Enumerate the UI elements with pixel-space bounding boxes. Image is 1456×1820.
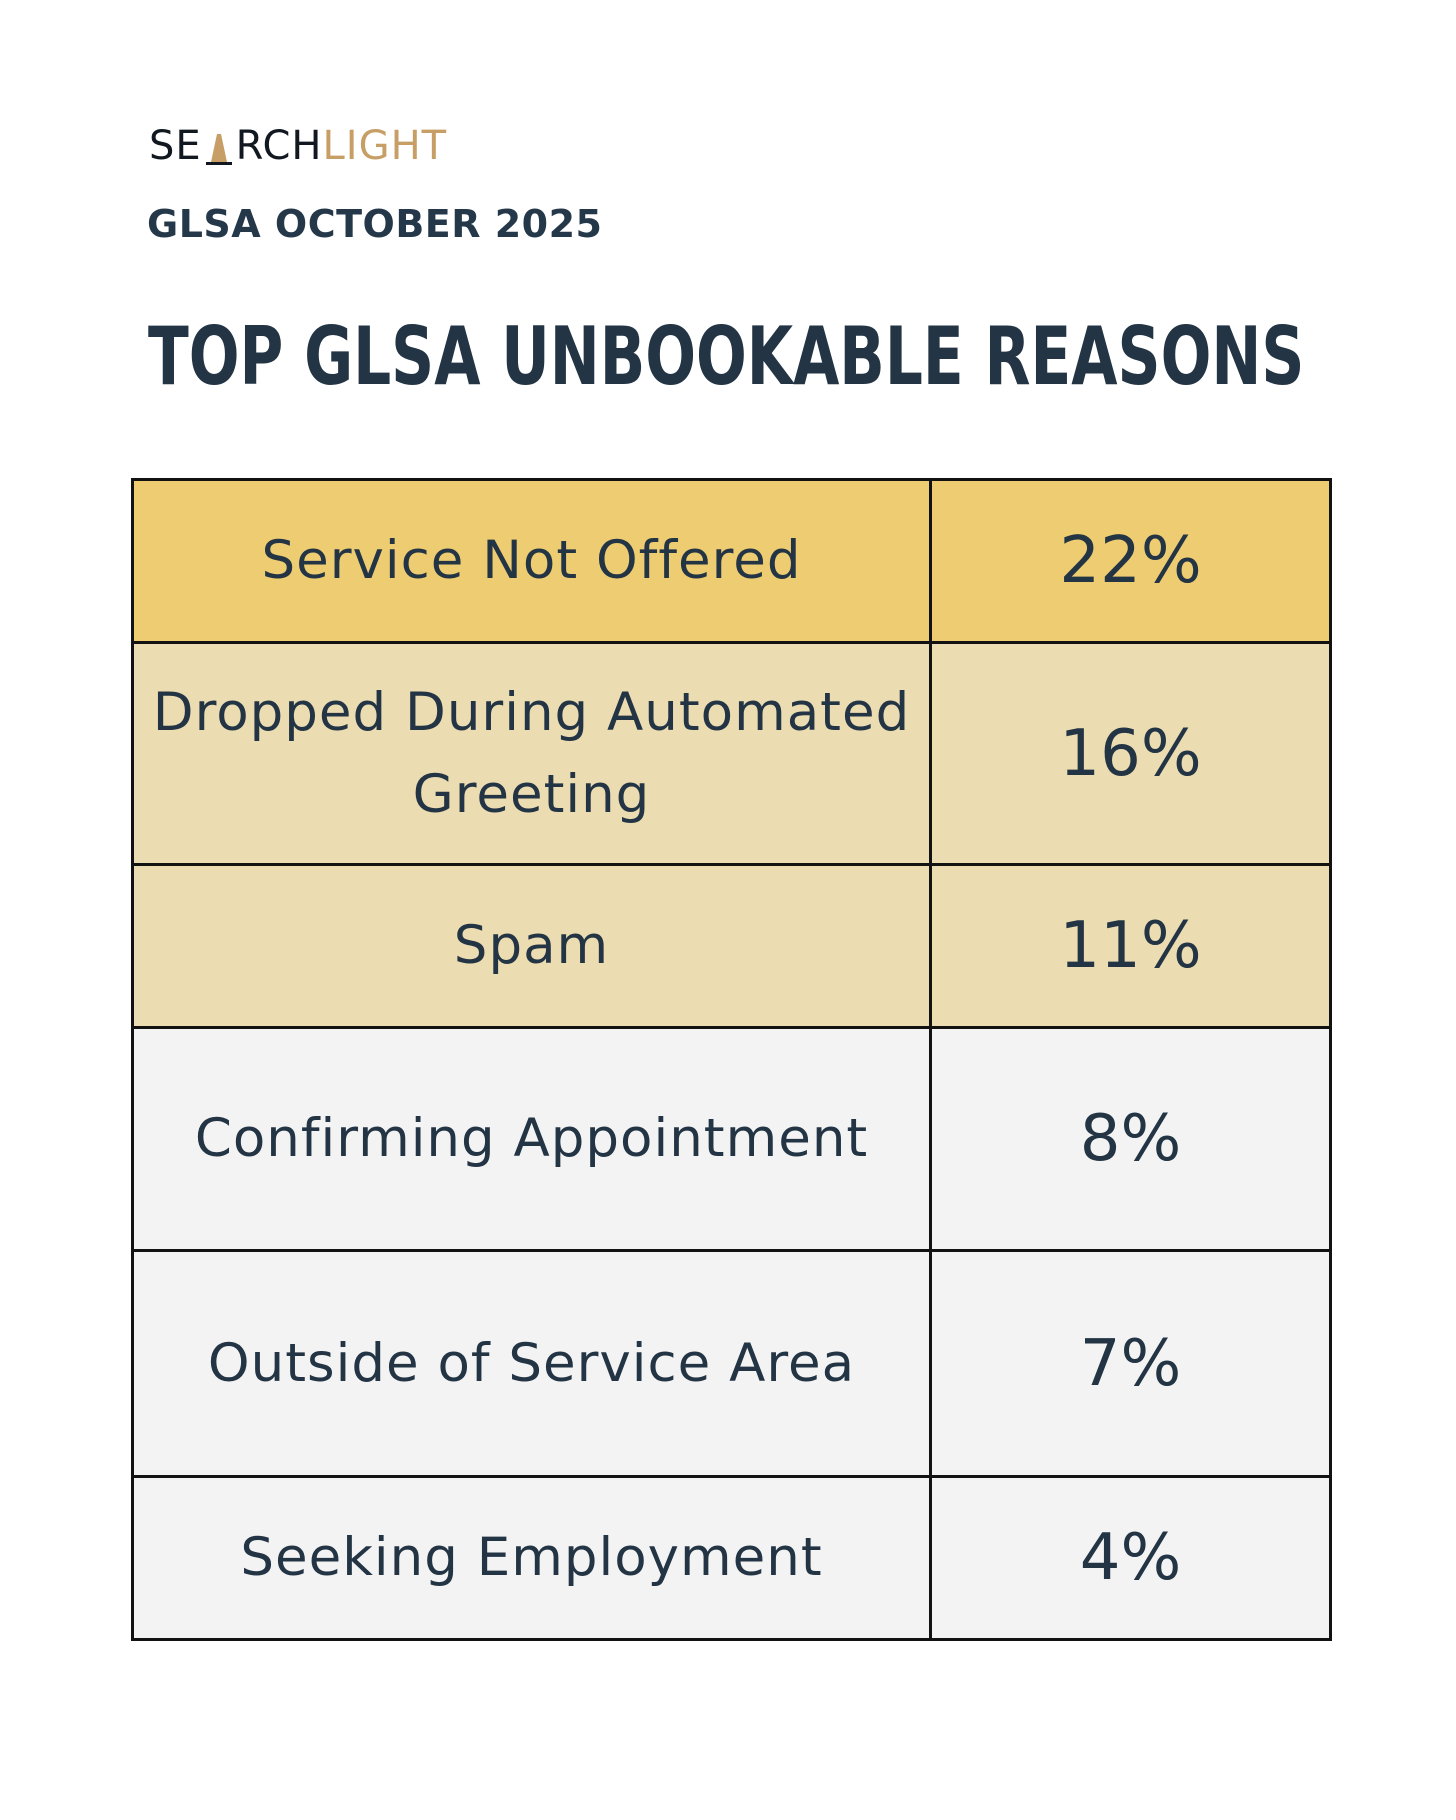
percentage-cell: 11% [929,863,1332,1029]
table-row: Confirming Appointment 8% [131,1026,1332,1252]
reasons-table-container: Service Not Offered 22% Dropped During A… [131,478,1332,1641]
table-row: Outside of Service Area 7% [131,1249,1332,1478]
lighthouse-beam-icon [202,126,236,166]
reason-cell: Service Not Offered [131,478,932,644]
table-row: Dropped During Automated Greeting 16% [131,641,1332,866]
reason-cell: Outside of Service Area [131,1249,932,1478]
table-row: Service Not Offered 22% [131,478,1332,644]
page-title: TOP GLSA UNBOOKABLE REASONS [148,310,1305,403]
report-subtitle: GLSA OCTOBER 2025 [147,202,603,246]
percentage-cell: 8% [929,1026,1332,1252]
searchlight-logo: SE RCH LIGHT [149,122,447,170]
unbookable-reasons-table: Service Not Offered 22% Dropped During A… [131,478,1332,1641]
table-row: Spam 11% [131,863,1332,1029]
reason-cell: Seeking Employment [131,1475,932,1641]
percentage-cell: 4% [929,1475,1332,1641]
table-row: Seeking Employment 4% [131,1475,1332,1641]
logo-text-right: RCH [235,123,323,169]
reason-cell: Confirming Appointment [131,1026,932,1252]
percentage-cell: 16% [929,641,1332,866]
percentage-cell: 22% [929,478,1332,644]
reason-cell: Spam [131,863,932,1029]
percentage-cell: 7% [929,1249,1332,1478]
reason-cell: Dropped During Automated Greeting [131,641,932,866]
logo-text-gold: LIGHT [322,123,448,169]
logo-text-left: SE [149,123,202,169]
